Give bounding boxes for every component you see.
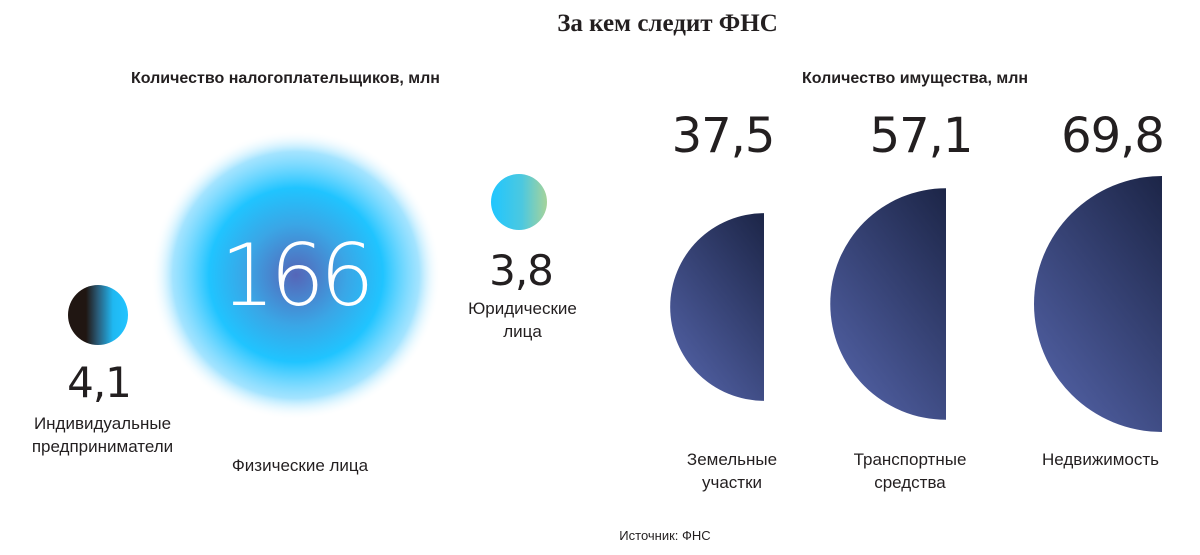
- source-note: Источник: ФНС: [619, 528, 711, 543]
- ul-label: Юридические лица: [468, 299, 577, 341]
- fl-label: Физические лица: [231, 456, 369, 475]
- realty-half-circle: [1034, 176, 1162, 432]
- right-chart-subtitle: Количество имущества, млн: [802, 70, 1029, 87]
- left-chart-subtitle: Количество налогоплательщиков, млн: [131, 70, 440, 87]
- ul-value: 3,8: [489, 246, 554, 295]
- ip-bubble: [68, 285, 128, 345]
- ip-label: Индивидуальные предприниматели: [31, 414, 174, 456]
- fl-bubble: [151, 130, 441, 420]
- vehicles-value: 57,1: [869, 108, 974, 164]
- land-half-circle: [670, 213, 764, 401]
- land-label: Земельные участки: [686, 450, 778, 492]
- realty-value: 69,8: [1061, 108, 1165, 164]
- ul-bubble: [491, 174, 547, 230]
- chart-title: За кем следит ФНС: [557, 10, 778, 37]
- fl-value: 166: [220, 226, 374, 326]
- realty-label: Недвижимость: [1042, 450, 1159, 469]
- vehicles-label: Транспортные средства: [853, 450, 967, 492]
- land-value: 37,5: [671, 108, 776, 164]
- ip-value: 4,1: [67, 358, 132, 407]
- vehicles-half-circle: [830, 188, 946, 420]
